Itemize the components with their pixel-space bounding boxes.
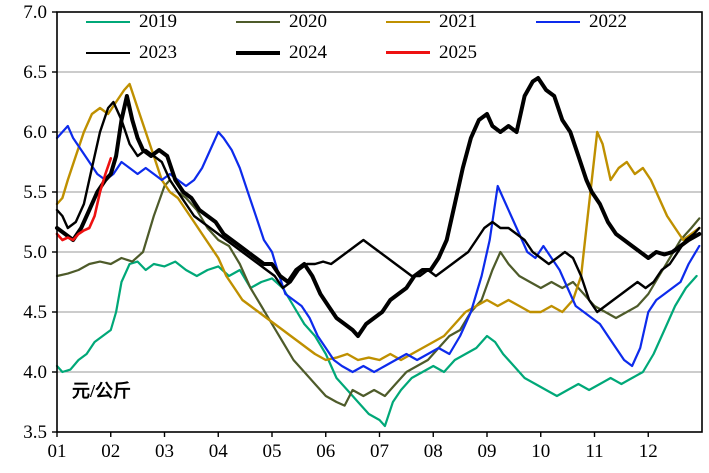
legend-item-2022: 2022 [536,6,686,37]
y-tick-label: 7.0 [23,2,47,23]
x-tick-label: 01 [48,441,67,462]
series-line-2025 [55,157,113,242]
x-tick-label: 11 [585,441,603,462]
legend-label-2024: 2024 [289,42,327,63]
x-tick-label: 05 [263,441,282,462]
legend-item-2025: 2025 [386,37,536,68]
y-tick-label: 4.0 [23,362,47,383]
legend-label-2021: 2021 [439,11,477,32]
legend-swatch-2020 [236,20,280,23]
series-line-2022 [55,124,701,374]
x-tick-label: 06 [316,441,335,462]
y-tick-label: 5.0 [23,242,47,263]
y-tick-label: 4.5 [23,302,47,323]
x-tick-label: 02 [101,441,120,462]
legend-swatch-2021 [386,20,430,23]
legend-label-2025: 2025 [439,42,477,63]
series-line-2019 [55,260,698,428]
y-tick-label: 6.5 [23,62,47,83]
legend-swatch-2025 [386,51,430,54]
x-tick-label: 04 [209,441,229,462]
x-tick-label: 12 [639,441,658,462]
x-tick-label: 03 [155,441,174,462]
x-tick-label: 08 [424,441,443,462]
legend-swatch-2023 [86,51,130,54]
legend-item-2024: 2024 [236,37,386,68]
legend-item-2019: 2019 [86,6,236,37]
x-tick-label: 07 [370,441,389,462]
series-line-2023 [55,100,701,314]
legend-label-2023: 2023 [139,42,177,63]
x-tick-label: 09 [478,441,497,462]
legend-item-2021: 2021 [386,6,536,37]
y-tick-label: 5.5 [23,182,47,203]
legend-label-2019: 2019 [139,11,177,32]
legend-label-2020: 2020 [289,11,327,32]
legend-swatch-2019 [86,20,130,23]
x-tick-label: 10 [531,441,550,462]
y-tick-label: 6.0 [23,122,47,143]
legend-item-2020: 2020 [236,6,386,37]
series-line-2024 [55,76,702,338]
legend: 2019 2020 2021 2022 2023 2024 2025 [86,6,702,68]
legend-item-2023: 2023 [86,37,236,68]
legend-label-2022: 2022 [589,11,627,32]
legend-swatch-2022 [536,20,580,23]
series-line-2021 [55,82,701,362]
unit-label: 元/公斤 [72,381,132,401]
y-tick-label: 3.5 [23,422,47,443]
legend-swatch-2024 [236,50,280,55]
